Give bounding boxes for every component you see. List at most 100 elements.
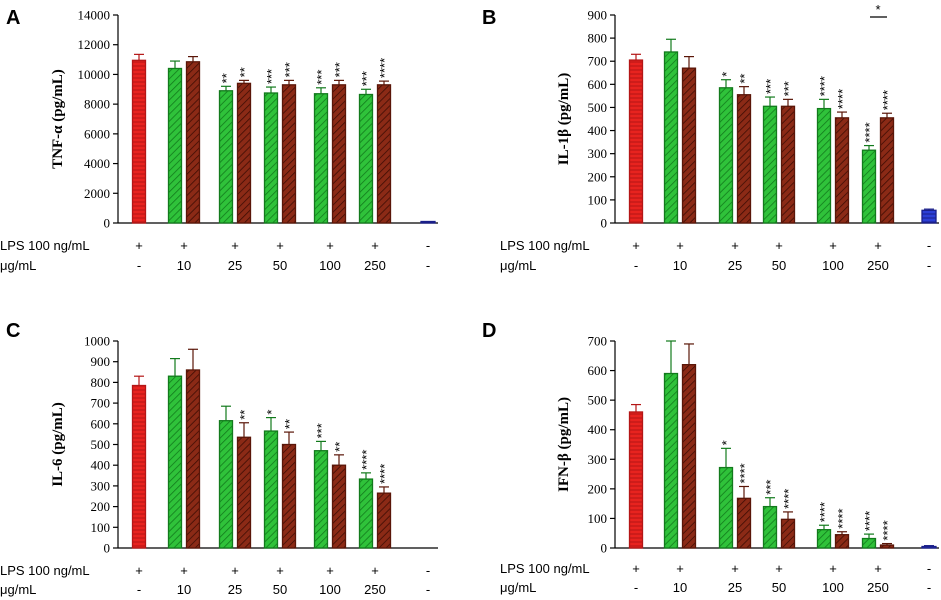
bar-blue [420,220,436,224]
lps-sign: + [775,238,783,253]
lps-sign: + [371,563,379,578]
y-tick-label: 100 [588,511,608,526]
bar-green [313,93,329,224]
y-tick-label: 6000 [84,126,110,141]
significance-marker: **** [737,463,752,483]
bar-brown [185,61,201,224]
y-tick-label: 4000 [84,156,110,171]
bar-lps [628,411,644,549]
bar-brown [780,518,796,549]
row-label-lps: LPS 100 ng/mL [500,238,590,253]
significance-marker: ** [219,73,234,83]
bar-brown [681,364,697,549]
significance-marker: ** [237,67,252,77]
significance-marker: **** [862,511,877,531]
dose-value: 25 [228,258,242,273]
dose-value: 250 [364,258,386,273]
lps-sign: - [426,563,430,578]
row-label-lps: LPS 100 ng/mL [0,563,90,578]
dose-value: - [927,580,931,595]
y-tick-label: 300 [588,452,608,467]
dose-value: - [426,582,430,597]
bar-brown [834,117,850,224]
bar-green [218,90,234,224]
y-tick-label: 200 [588,169,608,184]
lps-sign: + [829,561,837,576]
dose-value: - [137,582,141,597]
y-tick-label: 700 [588,334,608,349]
panel-letter: C [6,320,20,342]
y-tick-label: 12000 [78,37,111,52]
y-tick-label: 14000 [78,8,111,23]
bar-lps [131,384,147,549]
y-tick-label: 600 [588,363,608,378]
bar-brown [236,436,252,549]
dose-value: 10 [673,258,687,273]
bar-brown [281,84,297,224]
lps-sign: + [135,238,143,253]
y-tick-label: 500 [91,437,111,452]
y-tick-label: 700 [588,54,608,69]
row-label-dose: μg/mL [0,258,36,273]
y-tick-label: 400 [588,123,608,138]
comparison-marker: * [875,2,880,17]
bar-green [718,466,734,549]
dose-value: 50 [273,258,287,273]
bar-brown [185,369,201,549]
bar-green [762,505,778,549]
bar-brown [376,492,392,549]
y-tick-label: 100 [91,520,111,535]
y-tick-label: 2000 [84,186,110,201]
lps-sign: - [927,561,931,576]
bar-lps [628,59,644,224]
row-label-lps: LPS 100 ng/mL [0,238,90,253]
dose-value: 100 [822,258,844,273]
significance-marker: **** [862,122,877,142]
lps-sign: + [676,238,684,253]
y-axis-label: IL-6 (pg/mL) [50,402,66,487]
significance-marker: ** [332,442,347,452]
significance-marker: *** [332,62,347,77]
bar-green [167,67,183,224]
significance-marker: **** [359,450,374,470]
lps-sign: + [326,238,334,253]
bar-green [218,420,234,549]
y-tick-label: 0 [601,541,608,556]
lps-sign: + [829,238,837,253]
significance-marker: *** [359,71,374,86]
bar-green [358,93,374,224]
dose-value: 50 [772,258,786,273]
lps-sign: + [276,238,284,253]
lps-sign: - [426,238,430,253]
significance-marker: **** [835,89,850,109]
bar-blue [921,209,937,224]
y-tick-label: 800 [91,375,111,390]
significance-marker: *** [781,81,796,96]
dose-value: 10 [177,258,191,273]
dose-value: 250 [867,258,889,273]
row-label-lps: LPS 100 ng/mL [500,561,590,576]
y-tick-label: 700 [91,396,111,411]
bar-green [861,149,877,224]
significance-marker: *** [763,480,778,495]
significance-marker: **** [880,90,895,110]
row-label-dose: μg/mL [500,580,536,595]
y-tick-label: 800 [588,31,608,46]
significance-marker: **** [880,520,895,540]
y-tick-label: 1000 [84,334,110,349]
significance-marker: *** [282,62,297,77]
dose-value: 25 [228,582,242,597]
lps-sign: + [180,238,188,253]
dose-value: 25 [728,258,742,273]
lps-sign: + [775,561,783,576]
bar-brown [879,117,895,224]
dose-value: - [927,258,931,273]
bar-brown [331,464,347,549]
lps-sign: + [371,238,379,253]
lps-sign: + [276,563,284,578]
y-axis-label: IFN-β (pg/mL) [556,397,572,492]
significance-marker: **** [377,464,392,484]
dose-value: 250 [867,580,889,595]
lps-sign: + [632,238,640,253]
row-label-dose: μg/mL [0,582,36,597]
